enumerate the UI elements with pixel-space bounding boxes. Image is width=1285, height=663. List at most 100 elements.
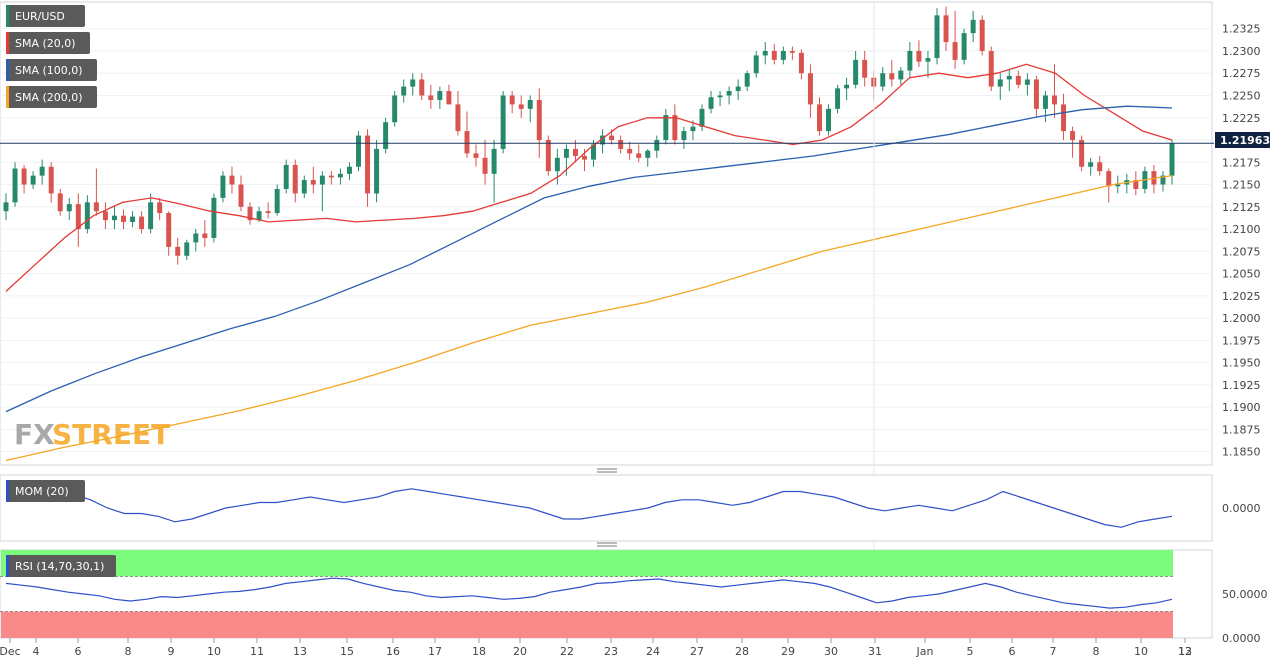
- candle[interactable]: [880, 66, 886, 92]
- candle[interactable]: [374, 140, 380, 203]
- candle[interactable]: [1006, 68, 1012, 92]
- candle[interactable]: [663, 108, 669, 145]
- candle[interactable]: [771, 43, 777, 65]
- candle[interactable]: [1133, 171, 1139, 196]
- candle[interactable]: [464, 111, 470, 158]
- candle[interactable]: [744, 70, 750, 92]
- candle[interactable]: [1024, 73, 1030, 96]
- candle[interactable]: [527, 95, 533, 123]
- candle[interactable]: [66, 197, 72, 221]
- candle[interactable]: [979, 15, 985, 56]
- candle[interactable]: [482, 140, 488, 185]
- candle[interactable]: [473, 144, 479, 167]
- candle[interactable]: [1042, 91, 1048, 123]
- candle[interactable]: [274, 184, 280, 216]
- candle[interactable]: [30, 171, 36, 189]
- candle[interactable]: [446, 84, 452, 105]
- candle[interactable]: [121, 209, 126, 230]
- sma200-line[interactable]: [5, 174, 1173, 462]
- candle[interactable]: [672, 104, 678, 145]
- candle[interactable]: [789, 46, 795, 60]
- candle[interactable]: [988, 46, 994, 92]
- candle[interactable]: [853, 50, 859, 89]
- candle[interactable]: [636, 144, 642, 163]
- candle[interactable]: [952, 10, 958, 69]
- candle[interactable]: [383, 117, 389, 154]
- candle[interactable]: [690, 120, 696, 141]
- candle[interactable]: [102, 202, 108, 230]
- candle[interactable]: [907, 42, 913, 78]
- candle[interactable]: [301, 175, 307, 198]
- candle[interactable]: [1070, 126, 1076, 158]
- candle[interactable]: [130, 211, 136, 228]
- candle[interactable]: [48, 162, 54, 203]
- candle[interactable]: [654, 135, 660, 158]
- candle[interactable]: [916, 40, 922, 67]
- candle[interactable]: [57, 188, 63, 216]
- candle[interactable]: [627, 141, 633, 160]
- candle[interactable]: [780, 46, 786, 65]
- rsi-line[interactable]: [5, 577, 1173, 609]
- candle[interactable]: [310, 166, 316, 194]
- candle[interactable]: [1079, 135, 1085, 172]
- candle[interactable]: [392, 91, 398, 127]
- candle[interactable]: [817, 97, 822, 136]
- candle[interactable]: [437, 86, 443, 109]
- candle[interactable]: [889, 59, 895, 87]
- candle[interactable]: [1033, 75, 1039, 118]
- candle[interactable]: [1160, 171, 1166, 192]
- legend-rsi[interactable]: RSI (14,70,30,1): [6, 555, 116, 577]
- candle[interactable]: [798, 49, 804, 80]
- candle[interactable]: [509, 91, 515, 114]
- candle[interactable]: [21, 164, 27, 194]
- candle[interactable]: [500, 91, 506, 154]
- candle[interactable]: [681, 126, 687, 149]
- candle[interactable]: [356, 131, 361, 172]
- candle[interactable]: [220, 171, 226, 203]
- candle[interactable]: [428, 84, 434, 109]
- candle[interactable]: [862, 50, 868, 87]
- candle[interactable]: [518, 95, 524, 118]
- candle[interactable]: [455, 91, 461, 136]
- candle[interactable]: [319, 171, 325, 212]
- candle[interactable]: [717, 91, 723, 107]
- candle[interactable]: [365, 129, 371, 207]
- candle[interactable]: [75, 193, 81, 247]
- candle[interactable]: [536, 88, 542, 158]
- candle[interactable]: [491, 140, 497, 203]
- candle[interactable]: [735, 79, 741, 100]
- sma100-line[interactable]: [5, 105, 1173, 413]
- candle[interactable]: [3, 193, 9, 221]
- candle[interactable]: [419, 73, 425, 100]
- candle[interactable]: [401, 79, 407, 103]
- candle[interactable]: [202, 220, 208, 247]
- legend-sma20[interactable]: SMA (20,0): [6, 32, 90, 54]
- candle[interactable]: [591, 140, 597, 167]
- candle[interactable]: [175, 237, 181, 265]
- candle[interactable]: [943, 6, 949, 51]
- candle[interactable]: [997, 73, 1003, 100]
- candle[interactable]: [346, 162, 352, 181]
- candle[interactable]: [148, 193, 154, 234]
- panel-resize-handle-1[interactable]: [597, 468, 617, 473]
- panel-resize-handle-2[interactable]: [597, 542, 617, 547]
- legend-eurusd[interactable]: EUR/USD: [6, 5, 85, 27]
- candle[interactable]: [600, 129, 606, 154]
- candle[interactable]: [1015, 70, 1021, 89]
- candle[interactable]: [835, 84, 841, 114]
- candle[interactable]: [283, 159, 289, 194]
- legend-mom[interactable]: MOM (20): [6, 480, 85, 502]
- candle[interactable]: [111, 206, 117, 230]
- candle[interactable]: [807, 64, 813, 118]
- candle[interactable]: [708, 91, 714, 114]
- candle[interactable]: [238, 175, 244, 212]
- candle[interactable]: [328, 171, 334, 185]
- legend-sma200[interactable]: SMA (200,0): [6, 86, 97, 108]
- candle[interactable]: [247, 202, 253, 225]
- momentum-line[interactable]: [5, 488, 1173, 528]
- candle[interactable]: [211, 193, 217, 243]
- candle[interactable]: [93, 168, 99, 216]
- candle[interactable]: [1061, 93, 1067, 141]
- legend-sma100[interactable]: SMA (100,0): [6, 59, 97, 81]
- candle[interactable]: [1097, 156, 1103, 176]
